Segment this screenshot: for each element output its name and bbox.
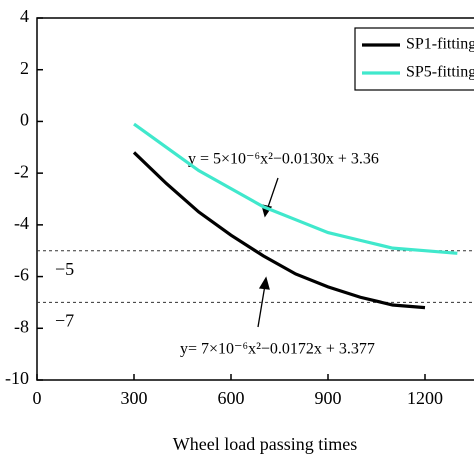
y-tick-label: -2 xyxy=(14,161,29,181)
y-tick-label: -8 xyxy=(14,316,29,336)
x-tick-label: 900 xyxy=(315,388,342,408)
legend-label: SP5-fitting xyxy=(406,64,474,81)
series-line xyxy=(132,151,426,310)
reference-label: −7 xyxy=(55,311,74,331)
arrows xyxy=(257,177,279,328)
y-tick-label: -10 xyxy=(5,368,29,388)
plot-frame xyxy=(36,17,474,381)
annotation: y = 5×10⁻⁶x²−0.0130x + 3.36 xyxy=(188,151,379,168)
y-tick-label: 0 xyxy=(20,110,29,130)
x-tick-label: 300 xyxy=(121,388,148,408)
y-tick-label: -6 xyxy=(14,265,29,285)
reference-label: −5 xyxy=(55,259,74,279)
series-line xyxy=(133,122,458,255)
y-tick-label: 4 xyxy=(20,6,29,26)
legend-box xyxy=(354,27,474,91)
annotation: y= 7×10⁻⁶x²−0.0172x + 3.377 xyxy=(180,341,375,358)
x-tick-label: 600 xyxy=(218,388,245,408)
y-tick-label: -4 xyxy=(14,213,29,233)
legend-label: SP1-fitting xyxy=(406,36,474,53)
y-tick-label: 2 xyxy=(20,58,29,78)
x-tick-label: 1200 xyxy=(407,388,443,408)
x-axis-label: Wheel load passing times xyxy=(173,434,357,454)
x-tick-label: 0 xyxy=(33,388,42,408)
